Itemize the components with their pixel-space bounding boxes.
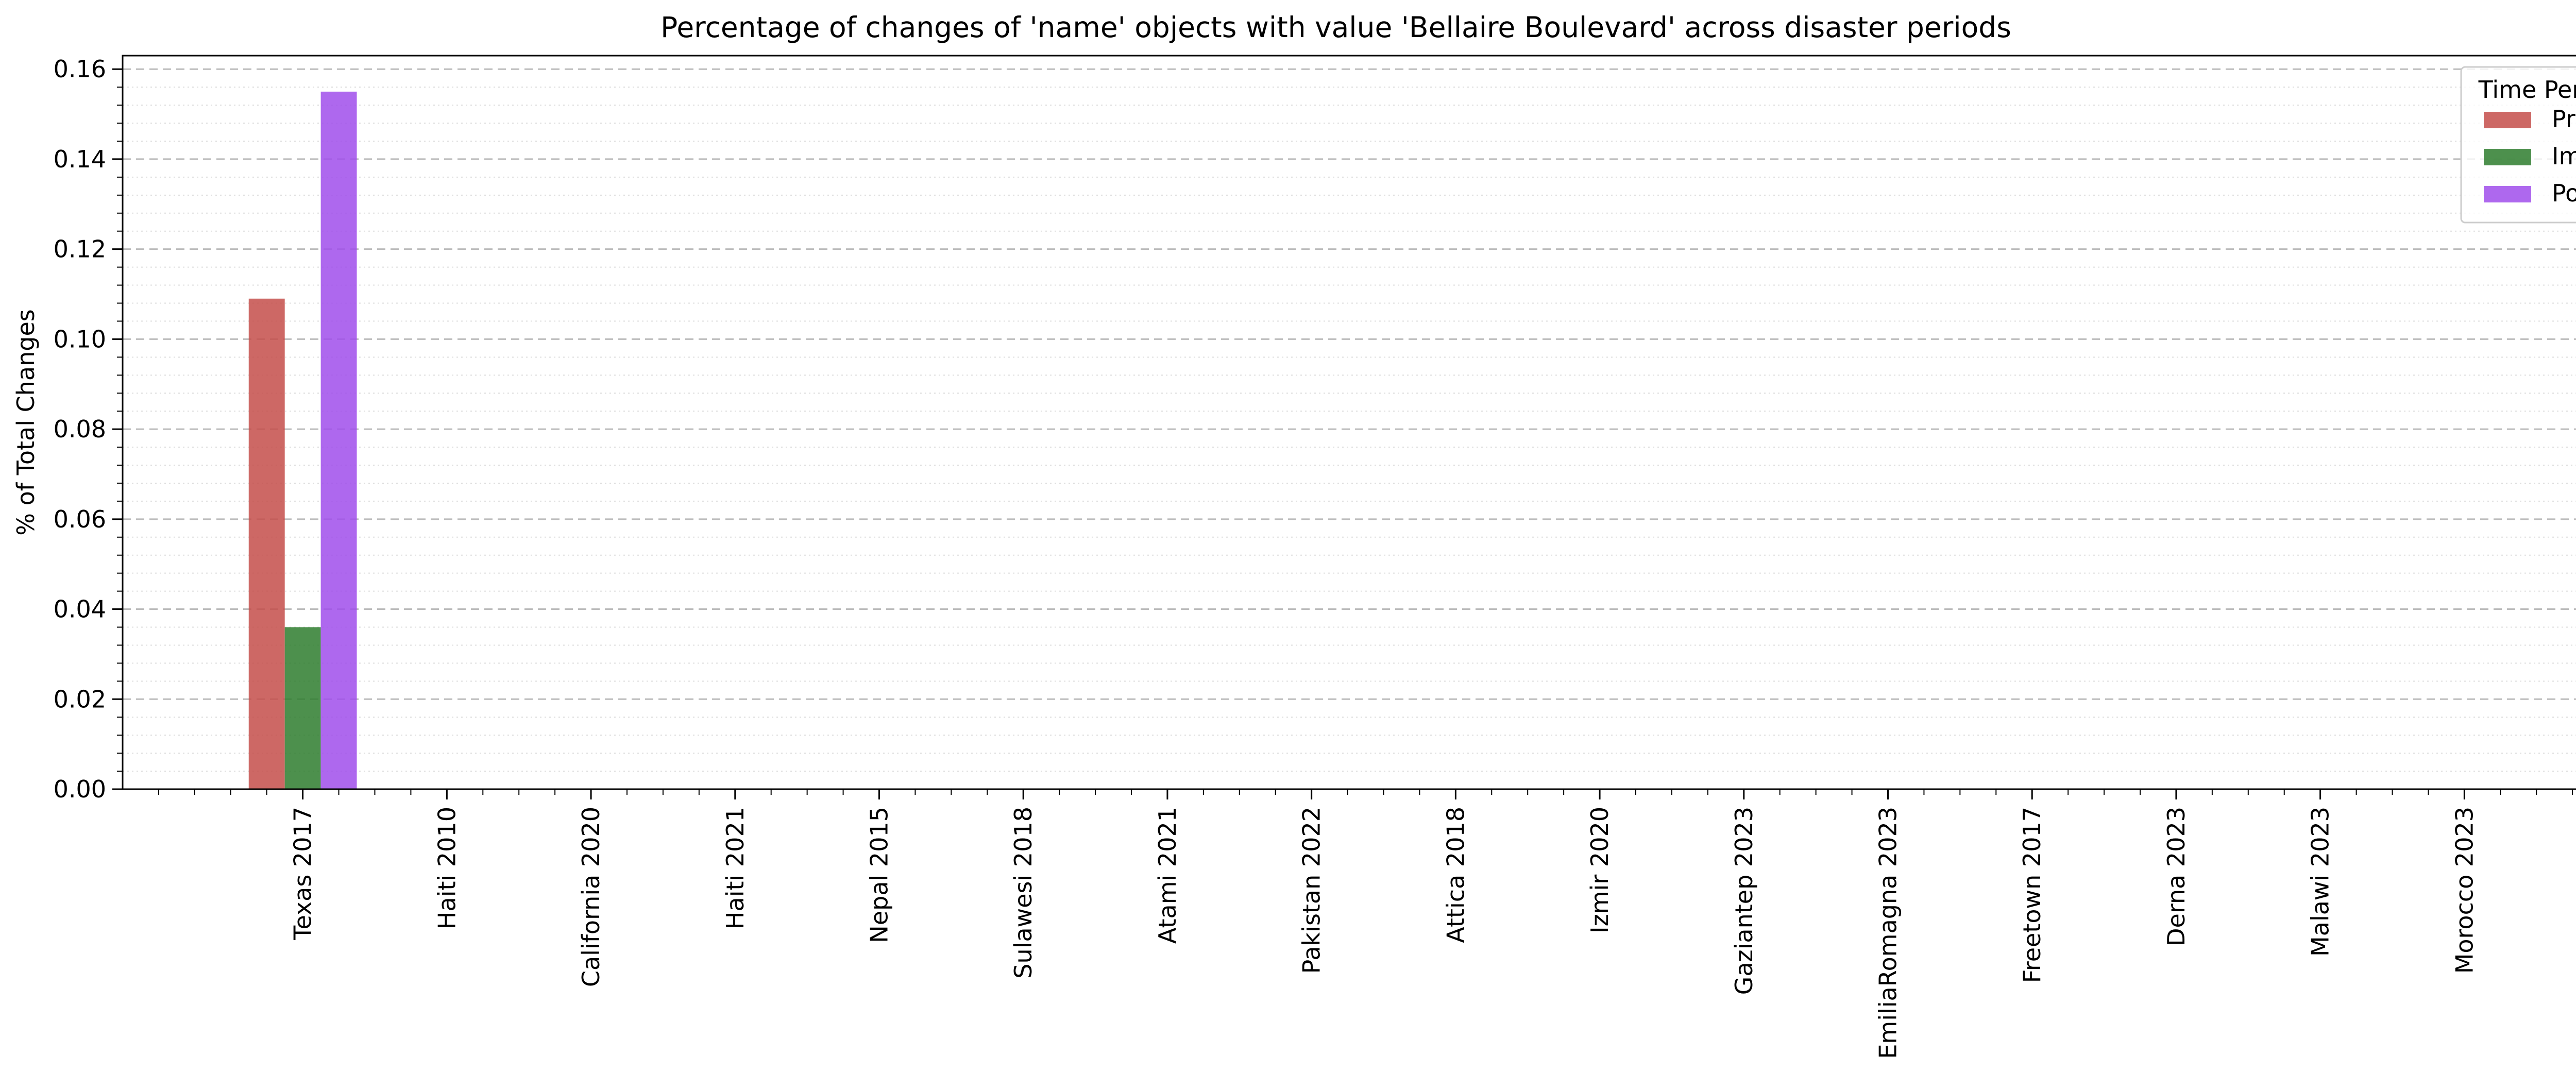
y-tick-label: 0.14	[54, 145, 106, 173]
legend-box	[2460, 66, 2576, 224]
x-tick-label: Atami 2021	[1154, 807, 1181, 944]
legend: Time Period Pre Imm Post	[2460, 66, 2576, 224]
x-tick-label: Sulawesi 2018	[1009, 807, 1037, 979]
x-tick-label: Haiti 2010	[433, 807, 461, 929]
y-tick-label: 0.08	[54, 415, 106, 443]
x-tick-label: Haiti 2021	[721, 807, 749, 929]
x-tick-label: Texas 2017	[289, 807, 317, 941]
y-axis: 0.00 0.02 0.04 0.06 0.08 0.10 0.12 0.14 0.16	[54, 55, 123, 803]
x-tick-label: Attica 2018	[1442, 807, 1469, 943]
legend-label-post: Post	[2552, 179, 2576, 207]
y-tick-label: 0.16	[54, 55, 106, 83]
x-tick-label: Nepal 2015	[866, 807, 893, 943]
chart-title: Percentage of changes of 'name' objects …	[660, 11, 2011, 44]
x-tick-label: Pakistan 2022	[1298, 807, 1326, 974]
bar-pre	[248, 298, 285, 789]
y-tick-label: 0.04	[54, 595, 106, 623]
legend-title: Time Period	[2478, 76, 2576, 104]
x-tick-label: EmiliaRomagna 2023	[1874, 807, 1902, 1059]
grid	[123, 68, 2576, 772]
bar-imm	[284, 627, 321, 789]
legend-swatch-imm	[2484, 149, 2531, 165]
x-tick-label: California 2020	[577, 807, 605, 987]
x-tick-label: Morocco 2023	[2450, 807, 2478, 974]
x-tick-label: Izmir 2020	[1586, 807, 1614, 933]
y-tick-label: 0.06	[54, 505, 106, 533]
y-axis-label: % of Total Changes	[12, 309, 40, 535]
y-tick-label: 0.00	[54, 775, 106, 803]
bar-post	[320, 91, 357, 790]
bars	[248, 91, 357, 790]
legend-swatch-pre	[2484, 112, 2531, 128]
legend-items: Pre Imm Post	[2484, 105, 2576, 207]
x-tick-label: Gaziantep 2023	[1730, 807, 1758, 995]
y-tick-label: 0.02	[54, 685, 106, 713]
legend-label-pre: Pre	[2552, 105, 2576, 133]
plot-frame	[122, 55, 2576, 790]
legend-swatch-post	[2484, 186, 2531, 202]
x-tick-label: Freetown 2017	[2018, 807, 2046, 983]
y-tick-label: 0.10	[54, 325, 106, 353]
x-tick-label: Malawi 2023	[2307, 807, 2334, 957]
x-axis: Texas 2017 Haiti 2010 California 2020 Haiti…	[158, 789, 2573, 1059]
x-tick-label: Derna 2023	[2162, 807, 2190, 946]
legend-label-imm: Imm	[2552, 142, 2576, 170]
y-tick-label: 0.12	[54, 235, 106, 263]
